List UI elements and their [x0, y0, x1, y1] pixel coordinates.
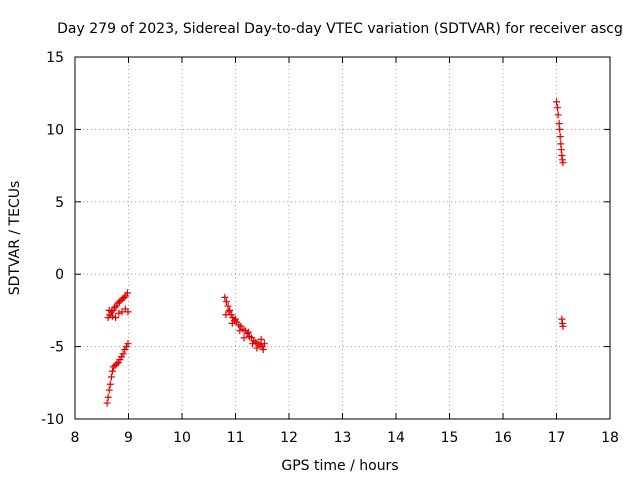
data-point [556, 133, 564, 141]
y-tick-label: 0 [55, 267, 64, 283]
data-point [124, 308, 132, 316]
data-point [553, 98, 560, 106]
x-tick-label: 10 [173, 430, 191, 446]
data-point [104, 393, 112, 401]
data-point [249, 340, 257, 348]
chart-title: Day 279 of 2023, Sidereal Day-to-day VTE… [57, 21, 623, 37]
data-point [259, 345, 267, 353]
data-point [105, 386, 113, 394]
y-tick-label: 5 [55, 195, 64, 211]
data-point [260, 340, 268, 348]
data-point [559, 322, 567, 330]
x-tick-label: 16 [494, 430, 512, 446]
data-point [103, 399, 111, 407]
x-tick-label: 17 [548, 430, 566, 446]
x-tick-label: 8 [71, 430, 80, 446]
data-point [559, 159, 567, 167]
x-tick-label: 12 [280, 430, 298, 446]
x-tick-label: 11 [227, 430, 245, 446]
y-tick-label: 15 [46, 50, 64, 66]
x-tick-label: 18 [601, 430, 619, 446]
data-point [224, 302, 232, 310]
data-point [108, 312, 116, 320]
data-point [236, 327, 244, 335]
data-point [120, 293, 128, 301]
data-point [107, 373, 115, 381]
data-point [119, 350, 127, 358]
x-axis-label: GPS time / hours [281, 458, 398, 474]
data-point [225, 308, 233, 316]
data-point [108, 367, 116, 375]
data-point [106, 380, 114, 388]
grid-lines [75, 57, 610, 419]
axis-ticks: 8 9 10 11 12 13 14 15 16 17 18 -10 -5 0 5 10 15 [41, 50, 619, 446]
data-point [113, 360, 121, 368]
data-point [124, 340, 132, 348]
data-point [123, 289, 131, 297]
data-point [112, 314, 120, 322]
data-point [115, 309, 123, 317]
data-point [221, 293, 229, 301]
data-points [103, 98, 567, 407]
y-tick-label: -5 [50, 340, 64, 356]
data-point [244, 328, 252, 336]
data-point [253, 344, 261, 352]
data-point [554, 111, 562, 119]
x-tick-label: 13 [334, 430, 352, 446]
data-point [554, 104, 562, 112]
data-point [257, 335, 265, 343]
data-point [111, 304, 119, 312]
data-point [240, 334, 248, 342]
data-point [228, 319, 236, 327]
x-tick-label: 14 [387, 430, 405, 446]
y-tick-label: -10 [41, 412, 64, 428]
data-point [232, 315, 239, 323]
y-axis-label: SDTVAR / TECUs [7, 181, 23, 296]
data-point [556, 125, 564, 133]
x-tick-label: 15 [441, 430, 459, 446]
y-tick-label: 10 [46, 122, 64, 138]
data-point [105, 306, 113, 314]
data-point [222, 298, 230, 306]
x-tick-label: 9 [124, 430, 133, 446]
